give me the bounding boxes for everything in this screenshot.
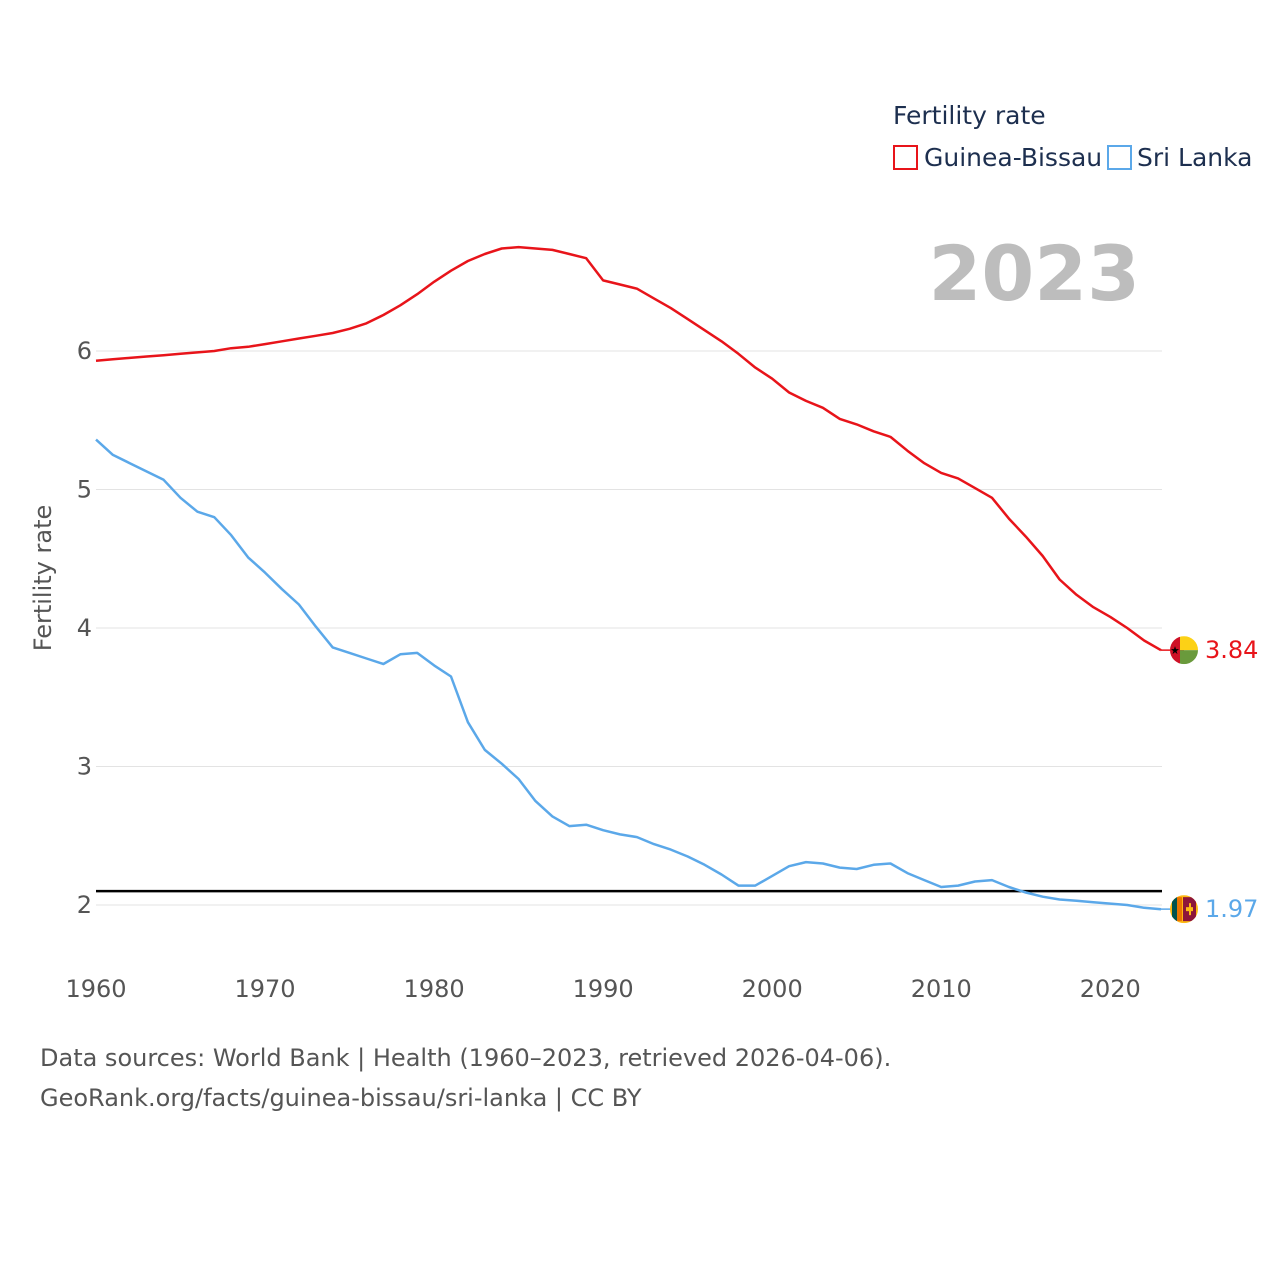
guinea-bissau-flag-icon <box>1170 636 1198 665</box>
y-tick-label: 2 <box>77 891 92 919</box>
y-axis-label: Fertility rate <box>29 505 57 652</box>
y-axis-ticks: 2 3 4 5 6 <box>77 337 92 919</box>
y-tick-label: 5 <box>77 476 92 504</box>
x-tick-label: 2000 <box>742 975 803 1003</box>
x-tick-label: 2020 <box>1080 975 1141 1003</box>
x-tick-label: 1960 <box>65 975 126 1003</box>
series-lines <box>95 245 1184 911</box>
end-label-sri-lanka: 1.97 <box>1205 895 1258 923</box>
legend-swatch-guinea-bissau[interactable] <box>893 145 918 170</box>
source-line: Data sources: World Bank | Health (1960–… <box>40 1044 892 1072</box>
x-axis-ticks: 1960 1970 1980 1990 2000 2010 2020 <box>65 975 1140 1003</box>
sri-lanka-flag-icon <box>1170 895 1198 924</box>
y-tick-label: 6 <box>77 337 92 365</box>
x-tick-label: 1970 <box>235 975 296 1003</box>
legend-title: Fertility rate <box>893 101 1046 130</box>
grid-lines <box>96 350 1162 906</box>
x-tick-label: 1980 <box>404 975 465 1003</box>
end-label-guinea-bissau: 3.84 <box>1205 636 1258 664</box>
legend: Fertility rate Guinea-Bissau Sri Lanka <box>893 101 1253 172</box>
x-tick-label: 2010 <box>911 975 972 1003</box>
y-tick-label: 3 <box>77 753 92 781</box>
legend-label-guinea-bissau[interactable]: Guinea-Bissau <box>924 143 1102 172</box>
year-label: 2023 <box>928 229 1140 318</box>
legend-swatch-sri-lanka[interactable] <box>1107 145 1132 170</box>
series-line-sri-lanka[interactable] <box>95 438 1162 911</box>
y-tick-label: 4 <box>77 614 92 642</box>
series-line-guinea-bissau[interactable] <box>95 245 1162 652</box>
x-tick-label: 1990 <box>573 975 634 1003</box>
credit-line[interactable]: GeoRank.org/facts/guinea-bissau/sri-lank… <box>40 1084 642 1112</box>
legend-label-sri-lanka[interactable]: Sri Lanka <box>1137 143 1253 172</box>
